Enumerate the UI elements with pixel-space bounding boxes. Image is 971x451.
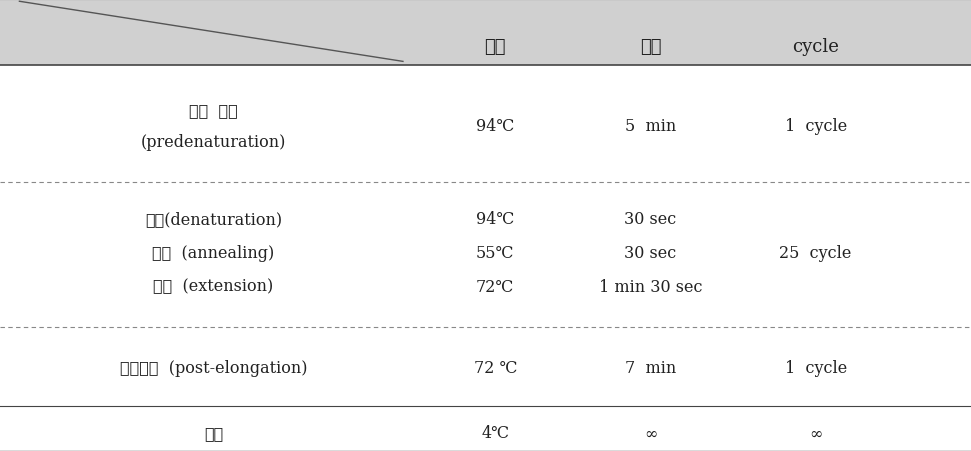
Text: 보관: 보관: [204, 424, 223, 442]
Text: 94℃: 94℃: [476, 118, 515, 135]
Text: ∞: ∞: [809, 424, 822, 442]
Text: 7  min: 7 min: [625, 359, 676, 376]
FancyBboxPatch shape: [0, 0, 971, 65]
Text: 5  min: 5 min: [625, 118, 676, 135]
Text: 1 min 30 sec: 1 min 30 sec: [599, 278, 702, 295]
Text: 30 sec: 30 sec: [624, 210, 677, 227]
Text: 94℃: 94℃: [476, 210, 515, 227]
Text: ∞: ∞: [644, 424, 657, 442]
Text: 72℃: 72℃: [476, 278, 515, 295]
Text: 온도: 온도: [485, 38, 506, 56]
Text: 55℃: 55℃: [476, 244, 515, 261]
Text: 확장  (extension): 확장 (extension): [153, 278, 274, 295]
Text: 1  cycle: 1 cycle: [785, 118, 847, 135]
Text: 시간: 시간: [640, 38, 661, 56]
Text: cycle: cycle: [792, 38, 839, 56]
Text: (predenaturation): (predenaturation): [141, 133, 286, 151]
Text: 최종신장  (post-elongation): 최종신장 (post-elongation): [119, 359, 308, 376]
Text: 4℃: 4℃: [482, 424, 509, 442]
Text: 25  cycle: 25 cycle: [780, 244, 852, 261]
Text: 변성(denaturation): 변성(denaturation): [145, 210, 283, 227]
Text: 30 sec: 30 sec: [624, 244, 677, 261]
Text: 결합  (annealing): 결합 (annealing): [152, 244, 275, 261]
Text: 72 ℃: 72 ℃: [474, 359, 517, 376]
Text: 초기  변성: 초기 변성: [189, 102, 238, 119]
Text: 1  cycle: 1 cycle: [785, 359, 847, 376]
